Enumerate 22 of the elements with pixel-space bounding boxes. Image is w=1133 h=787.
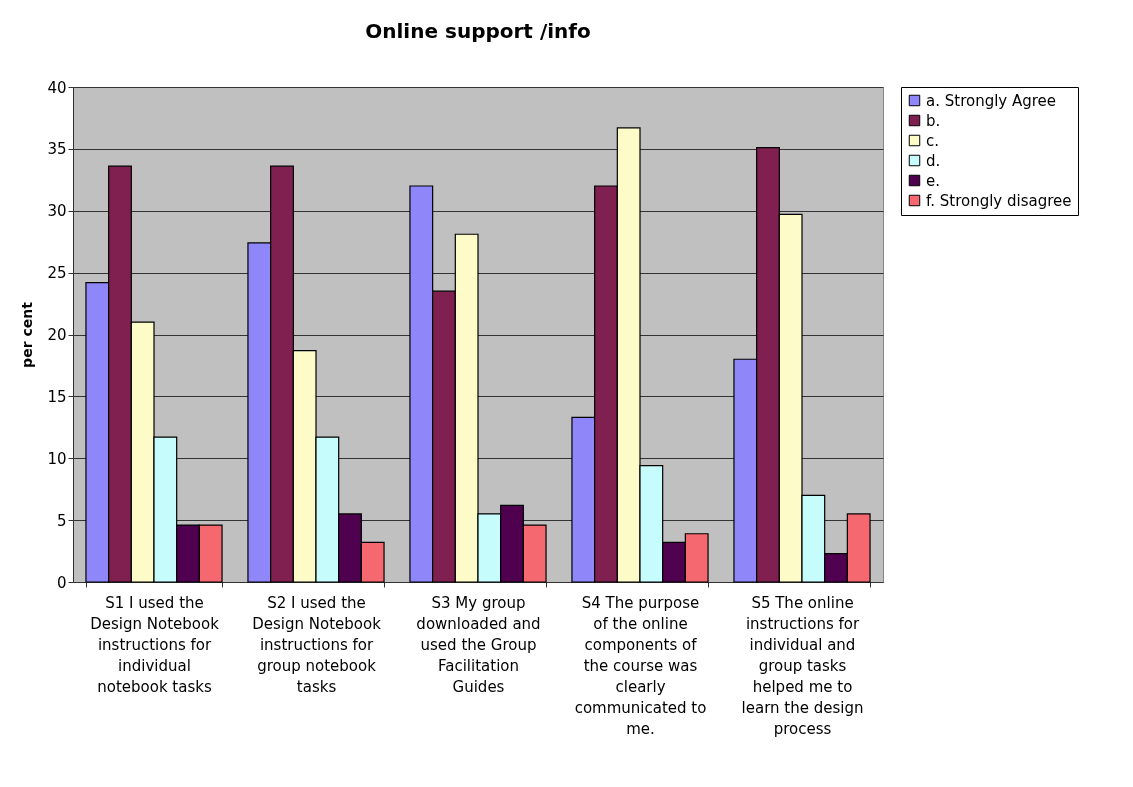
x-tick-label: S3 My group downloaded and used the Group Facilitation Guides: [416, 593, 541, 696]
x-tick-label: S5 The online instructions for individual and group tasks helped me to learn the design process: [741, 593, 864, 738]
y-tick-label: 15: [47, 387, 67, 406]
y-axis-title: per cent: [19, 301, 36, 368]
y-tick-label: 5: [56, 511, 67, 530]
legend-label: b.: [926, 111, 941, 130]
y-tick-label: 20: [47, 326, 67, 344]
y-tick-label: 25: [47, 264, 67, 283]
legend-label: d.: [926, 151, 941, 170]
legend-label: f. Strongly disagree: [926, 191, 1072, 210]
y-tick-label: 0: [56, 573, 67, 592]
chart-title: Online support /info: [365, 19, 591, 43]
y-tick-label: 35: [47, 140, 67, 159]
legend-label: e.: [926, 171, 940, 190]
y-tick-label: 10: [47, 449, 67, 468]
x-tick-label: S2 I used the Design Notebook instructions for group notebook tasks: [252, 593, 382, 696]
x-tick-label: S1 I used the Design Notebook instructions for individual notebook tasks: [90, 593, 220, 696]
y-tick-label: 40: [47, 78, 67, 97]
legend-label: a. Strongly Agree: [926, 91, 1057, 110]
legend-label: c.: [926, 131, 940, 150]
y-tick-label: 30: [47, 202, 67, 221]
x-tick-label: S4 The purpose of the online components of the course was clearly communicated to me.: [574, 593, 707, 738]
